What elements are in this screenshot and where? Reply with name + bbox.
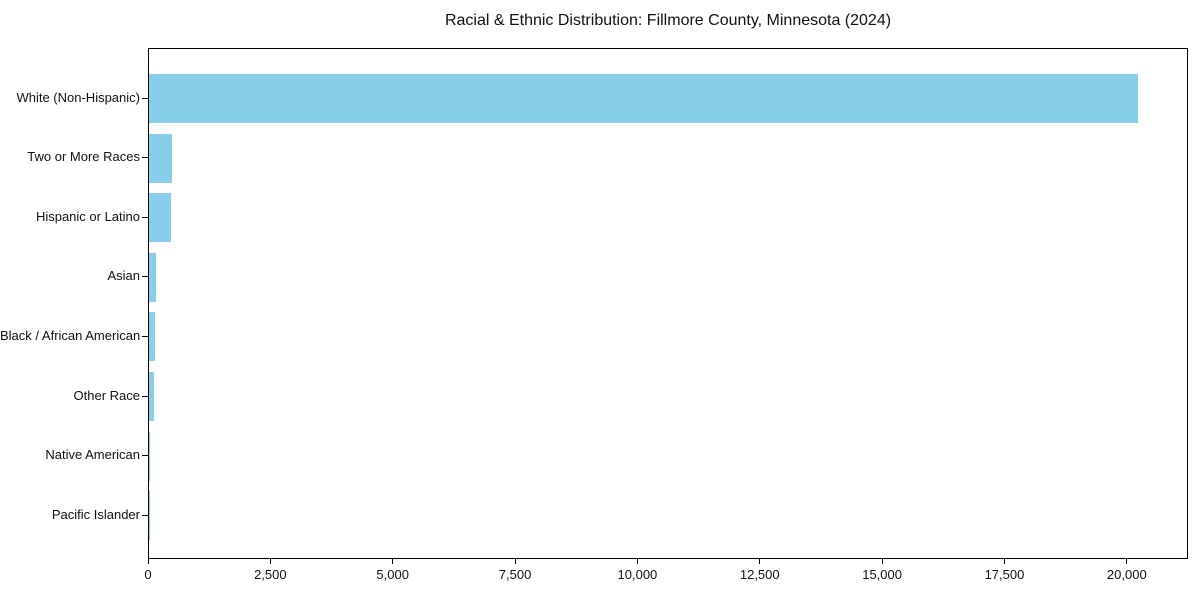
y-tick xyxy=(142,216,148,218)
y-tick-label: Other Race xyxy=(73,387,140,403)
y-tick xyxy=(142,335,148,337)
x-tick xyxy=(392,559,394,564)
y-tick xyxy=(142,395,148,397)
y-tick-label: White (Non-Hispanic) xyxy=(16,89,140,105)
bar xyxy=(149,372,154,421)
plot-area xyxy=(148,48,1188,559)
x-tick xyxy=(1126,559,1128,564)
x-tick xyxy=(759,559,761,564)
bar xyxy=(149,431,150,481)
y-tick-label: Black / African American xyxy=(0,327,141,343)
y-tick-label: Hispanic or Latino xyxy=(35,208,140,224)
x-tick-label: 5,000 xyxy=(376,567,409,582)
x-tick-label: 10,000 xyxy=(617,567,658,582)
x-tick xyxy=(269,559,271,564)
y-tick-label: Two or More Races xyxy=(27,149,140,165)
bar xyxy=(149,312,155,362)
chart-title: Racial & Ethnic Distribution: Fillmore C… xyxy=(444,12,892,29)
bar xyxy=(149,252,157,302)
y-tick xyxy=(142,97,148,99)
x-tick xyxy=(881,559,883,564)
y-tick-label: Native American xyxy=(45,447,140,463)
y-tick xyxy=(142,514,148,516)
x-tick-label: 20,000 xyxy=(1106,567,1147,582)
x-tick-label: 15,000 xyxy=(862,567,902,582)
x-tick-label: 0 xyxy=(144,567,152,582)
x-tick xyxy=(514,559,516,564)
y-tick xyxy=(142,276,148,278)
x-tick-label: 7,500 xyxy=(498,567,532,582)
x-tick xyxy=(147,559,149,564)
y-tick-label: Asian xyxy=(107,268,140,284)
x-tick xyxy=(636,559,638,564)
bar xyxy=(149,193,171,243)
bar xyxy=(149,74,1138,123)
x-tick xyxy=(1003,559,1005,564)
y-tick-label: Pacific Islander xyxy=(51,506,140,522)
y-tick xyxy=(142,157,148,159)
x-tick-label: 2,500 xyxy=(254,567,287,582)
bar xyxy=(149,133,172,183)
x-tick-label: 12,500 xyxy=(739,567,780,582)
y-tick xyxy=(142,455,148,457)
x-tick-label: 17,500 xyxy=(984,567,1025,582)
